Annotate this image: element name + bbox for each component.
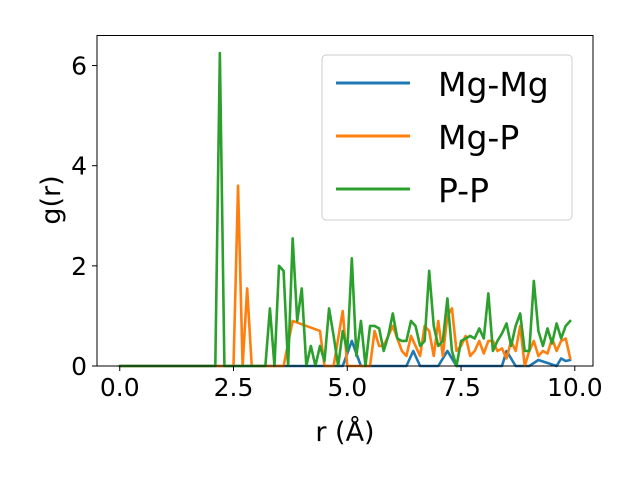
x-tick-label: 10.0 [547,373,603,402]
x-tick-label: 7.5 [441,373,481,402]
legend-label-mg-p: Mg-P [438,118,519,157]
y-tick-label: 6 [71,52,87,81]
y-tick-label: 2 [71,252,87,281]
y-axis-ticks: 0 2 4 6 [71,52,97,381]
plot-frame [96,35,594,367]
series-line-mg-p [118,184,572,368]
x-axis-ticks: 0.0 2.5 5.0 7.5 10.0 [100,366,603,402]
x-axis-label: r (Å) [315,416,374,448]
legend: Mg-Mg Mg-P P-P [321,54,573,221]
x-tick-label: 5.0 [327,373,367,402]
legend-box [321,54,573,221]
y-tick-label: 4 [71,152,87,181]
y-tick-label: 0 [71,352,87,381]
x-tick-label: 0.0 [100,373,140,402]
legend-label-p-p: P-P [438,171,489,210]
x-tick-label: 2.5 [214,373,254,402]
legend-label-mg-mg: Mg-Mg [438,65,549,104]
y-axis-label: g(r) [36,175,67,224]
series-line-p-p [118,51,572,368]
